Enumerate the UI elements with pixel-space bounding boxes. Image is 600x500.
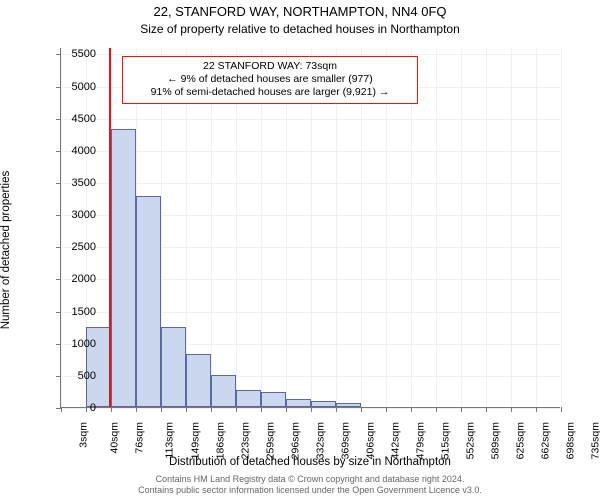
x-tick-mark <box>386 407 387 412</box>
x-tick-mark <box>136 407 137 412</box>
x-tick-mark <box>261 407 262 412</box>
histogram-bar <box>236 390 261 407</box>
x-tick-mark <box>336 407 337 412</box>
chart-subtitle: Size of property relative to detached ho… <box>0 22 600 36</box>
x-tick-label: 40sqm <box>109 422 121 454</box>
y-tick-label: 4000 <box>56 145 96 157</box>
x-tick-label: 662sqm <box>539 422 551 459</box>
histogram-bar <box>311 401 336 407</box>
x-tick-label: 259sqm <box>264 422 276 459</box>
x-tick-label: 113sqm <box>164 422 176 459</box>
histogram-bar <box>136 196 161 408</box>
histogram-bar <box>286 399 311 407</box>
annotation-line: 91% of semi-detached houses are larger (… <box>131 86 409 99</box>
x-tick-mark <box>211 407 212 412</box>
y-tick-label: 500 <box>56 370 96 382</box>
y-tick-label: 4500 <box>56 113 96 125</box>
plot-area: 22 STANFORD WAY: 73sqm← 9% of detached h… <box>60 48 560 408</box>
annotation-line: 22 STANFORD WAY: 73sqm <box>131 60 409 73</box>
y-tick-label: 2000 <box>56 273 96 285</box>
x-tick-mark <box>411 407 412 412</box>
property-marker-line <box>109 48 111 407</box>
x-tick-mark <box>311 407 312 412</box>
histogram-bar <box>186 354 211 407</box>
x-tick-mark <box>561 407 562 412</box>
footer-line-1: Contains HM Land Registry data © Crown c… <box>156 474 465 484</box>
gridline-v <box>486 48 487 407</box>
histogram-bar <box>161 327 186 407</box>
histogram-bar <box>211 375 236 407</box>
y-tick-label: 3000 <box>56 209 96 221</box>
y-tick-label: 5000 <box>56 81 96 93</box>
x-tick-label: 552sqm <box>464 422 476 459</box>
x-tick-label: 186sqm <box>214 422 226 459</box>
x-tick-label: 589sqm <box>489 422 501 459</box>
x-tick-label: 76sqm <box>134 422 146 454</box>
x-tick-label: 369sqm <box>339 422 351 459</box>
y-tick-label: 1500 <box>56 306 96 318</box>
gridline-v <box>561 48 562 407</box>
y-tick-label: 0 <box>56 402 96 414</box>
x-tick-mark <box>186 407 187 412</box>
x-tick-label: 296sqm <box>289 422 301 459</box>
x-tick-label: 406sqm <box>364 422 376 459</box>
gridline-v <box>536 48 537 407</box>
gridline-v <box>61 48 62 407</box>
gridline-v <box>461 48 462 407</box>
x-tick-label: 698sqm <box>564 422 576 459</box>
x-tick-mark <box>361 407 362 412</box>
x-tick-mark <box>286 407 287 412</box>
chart-title: 22, STANFORD WAY, NORTHAMPTON, NN4 0FQ <box>0 4 600 19</box>
x-tick-mark <box>536 407 537 412</box>
x-tick-label: 3sqm <box>78 422 90 448</box>
annotation-line: ← 9% of detached houses are smaller (977… <box>131 73 409 86</box>
x-tick-label: 332sqm <box>314 422 326 459</box>
x-tick-mark <box>111 407 112 412</box>
footer-attribution: Contains HM Land Registry data © Crown c… <box>60 474 560 497</box>
chart-container: 22, STANFORD WAY, NORTHAMPTON, NN4 0FQ S… <box>0 0 600 500</box>
x-tick-label: 442sqm <box>389 422 401 459</box>
x-tick-label: 223sqm <box>239 422 251 459</box>
x-axis-label: Distribution of detached houses by size … <box>60 456 560 468</box>
gridline-v <box>511 48 512 407</box>
x-tick-mark <box>511 407 512 412</box>
x-tick-mark <box>486 407 487 412</box>
histogram-bar <box>111 129 136 407</box>
histogram-bar <box>261 392 286 407</box>
x-tick-mark <box>161 407 162 412</box>
y-tick-label: 3500 <box>56 177 96 189</box>
x-tick-mark <box>436 407 437 412</box>
x-tick-mark <box>461 407 462 412</box>
y-tick-label: 1000 <box>56 338 96 350</box>
y-axis-label: Number of detached properties <box>0 60 20 440</box>
x-tick-label: 625sqm <box>514 422 526 459</box>
histogram-bar <box>336 403 361 407</box>
x-tick-mark <box>236 407 237 412</box>
x-tick-label: 515sqm <box>439 422 451 459</box>
x-tick-label: 735sqm <box>589 422 600 459</box>
x-tick-label: 149sqm <box>189 422 201 459</box>
footer-line-2: Contains public sector information licen… <box>138 485 482 495</box>
annotation-box: 22 STANFORD WAY: 73sqm← 9% of detached h… <box>122 56 418 104</box>
y-tick-label: 5500 <box>56 48 96 60</box>
y-tick-label: 2500 <box>56 241 96 253</box>
x-tick-label: 479sqm <box>414 422 426 459</box>
gridline-v <box>436 48 437 407</box>
